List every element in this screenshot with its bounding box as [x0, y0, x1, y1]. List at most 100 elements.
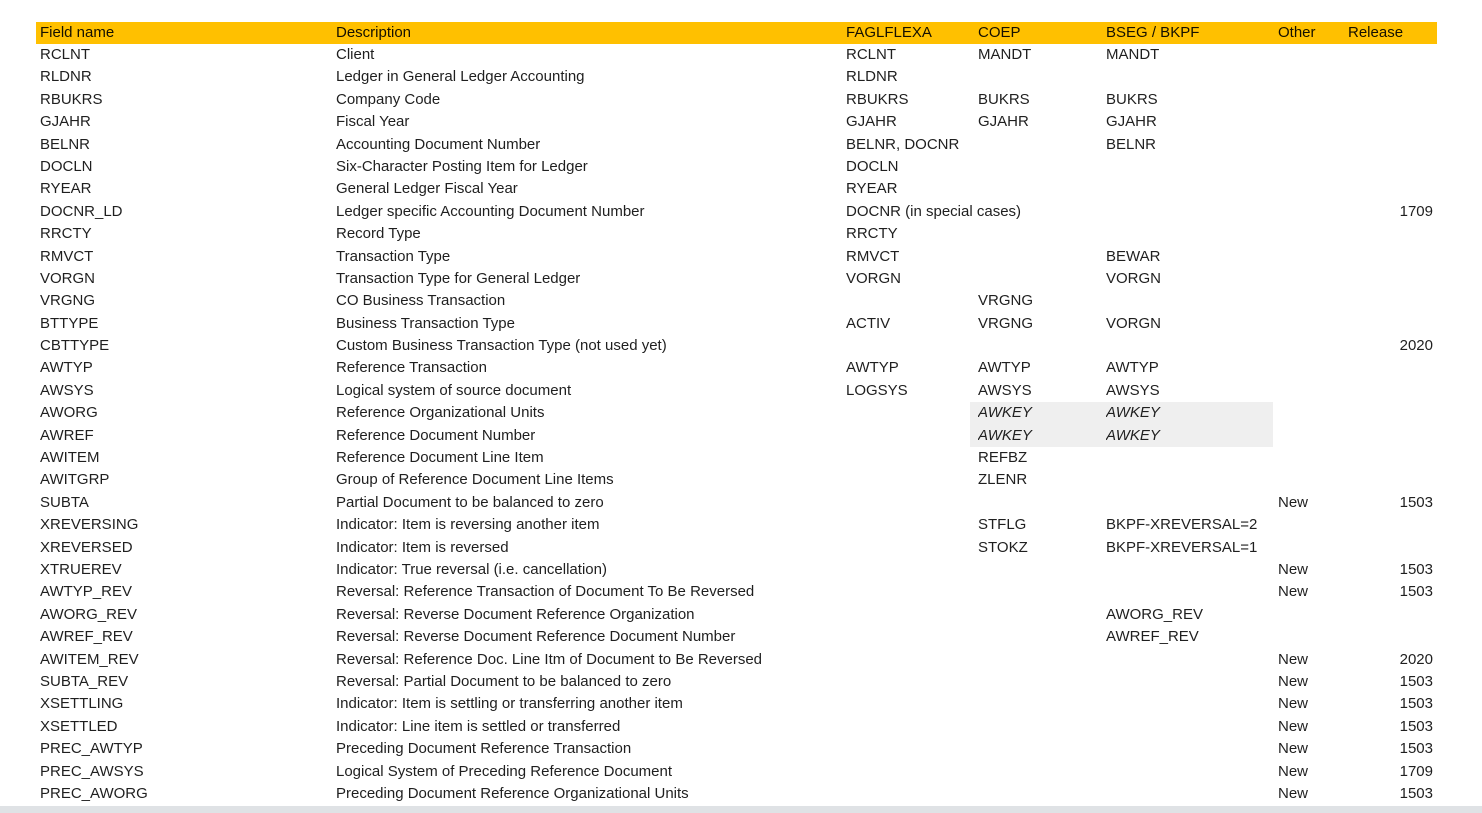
cell-other [1278, 111, 1348, 133]
cell-coep [978, 156, 1106, 178]
cell-coep [978, 223, 1106, 245]
cell-faglflexa: BELNR, DOCNR [846, 135, 960, 153]
cell-field: DOCNR_LD [40, 202, 123, 220]
cell-field: CBTTYPE [40, 337, 110, 355]
table-row: AWITGRP Group of Reference Document Line … [36, 469, 1437, 491]
column-header-description: Description [336, 24, 412, 41]
cell-release [1348, 514, 1437, 536]
cell-field: GJAHR [40, 113, 91, 131]
cell-release [1348, 268, 1437, 290]
cell-bseg [1106, 178, 1278, 200]
cell-desc: Custom Business Transaction Type (not us… [336, 337, 667, 355]
cell-coep [978, 671, 1106, 693]
cell-desc: Transaction Type for General Ledger [336, 269, 581, 287]
cell-desc: Reference Transaction [336, 359, 487, 377]
cell-coep [978, 693, 1106, 715]
cell-other [1278, 246, 1348, 268]
table-row: RMVCT Transaction Type RMVCT BEWAR [36, 246, 1437, 268]
cell-faglflexa: ACTIV [846, 314, 891, 332]
cell-faglflexa: VORGN [846, 269, 902, 287]
table-row: XTRUEREV Indicator: True reversal (i.e. c… [36, 559, 1437, 581]
cell-field: AWSYS [40, 381, 94, 399]
cell-bseg [1106, 290, 1278, 312]
cell-other [1278, 134, 1348, 156]
table-row: VRGNG CO Business Transaction VRGNG [36, 290, 1437, 312]
cell-faglflexa: DOCNR (in special cases) [846, 202, 1022, 220]
cell-release [1348, 425, 1437, 447]
cell-desc: Ledger in General Ledger Accounting [336, 68, 585, 86]
cell-bseg: VORGN [1106, 314, 1162, 332]
cell-other [1278, 469, 1348, 491]
table-row: AWREF_REV Reversal: Reverse Document Refe… [36, 626, 1437, 648]
cell-field: SUBTA_REV [40, 672, 129, 690]
cell-desc: Indicator: Item is settling or transferr… [336, 695, 683, 713]
cell-other [1278, 268, 1348, 290]
cell-bseg: AWORG_REV [1106, 605, 1203, 623]
table-row: RRCTY Record Type RRCTY [36, 223, 1437, 245]
table-row: SUBTA_REV Reversal: Partial Document to b… [36, 671, 1437, 693]
table-header-row: Field name Description FAGLFLEXA COEP BS… [36, 22, 1437, 44]
table-row: AWSYS Logical system of source document LO… [36, 380, 1437, 402]
horizontal-scrollbar-track[interactable] [0, 806, 1482, 813]
cell-other [1278, 66, 1348, 88]
cell-field: XREVERSED [40, 538, 133, 556]
cell-coep: MANDT [978, 46, 1032, 63]
table-row: AWITEM Reference Document Line Item REFBZ [36, 447, 1437, 469]
cell-faglflexa: AWTYP [846, 359, 899, 377]
cell-release [1348, 44, 1437, 66]
cell-other: New [1278, 672, 1309, 690]
cell-bseg: AWREF_REV [1106, 628, 1199, 646]
cell-release [1348, 246, 1437, 268]
cell-field: PREC_AWORG [40, 784, 148, 802]
cell-coep [978, 66, 1106, 88]
cell-coep: STOKZ [978, 538, 1028, 556]
cell-coep: AWKEY [970, 424, 1106, 448]
cell-coep [978, 626, 1106, 648]
cell-release [1348, 537, 1437, 559]
cell-release [1348, 313, 1437, 335]
table-row: BELNR Accounting Document Number BELNR, DO… [36, 134, 1437, 156]
cell-other [1278, 626, 1348, 648]
cell-faglflexa [846, 671, 978, 693]
column-header-other: Other [1278, 24, 1316, 41]
table-row: RBUKRS Company Code RBUKRS BUKRS BUKRS [36, 89, 1437, 111]
cell-other: New [1278, 740, 1309, 758]
cell-other [1278, 514, 1348, 536]
cell-release [1348, 178, 1437, 200]
cell-bseg [1106, 156, 1278, 178]
cell-desc: Partial Document to be balanced to zero [336, 493, 604, 511]
cell-faglflexa [846, 425, 978, 447]
cell-bseg [1106, 649, 1278, 671]
table-row: BTTYPE Business Transaction Type ACTIV VRGN… [36, 313, 1437, 335]
cell-field: RYEAR [40, 180, 92, 198]
cell-release: 1709 [1399, 762, 1433, 780]
table-row: DOCNR_LD Ledger specific Accounting Docum… [36, 201, 1437, 223]
cell-release [1348, 223, 1437, 245]
column-header-bseg-bkpf: BSEG / BKPF [1106, 24, 1200, 41]
cell-faglflexa [846, 761, 978, 783]
cell-release: 1503 [1399, 493, 1433, 511]
cell-coep [978, 268, 1106, 290]
cell-desc: Reversal: Partial Document to be balance… [336, 672, 672, 690]
cell-bseg [1106, 716, 1278, 738]
cell-faglflexa [846, 716, 978, 738]
cell-field: DOCLN [40, 157, 93, 175]
table-row: AWITEM_REV Reversal: Reference Doc. Line … [36, 649, 1437, 671]
cell-coep [978, 716, 1106, 738]
cell-other [1278, 380, 1348, 402]
cell-bseg: BKPF-XREVERSAL=1 [1106, 538, 1258, 556]
cell-bseg [1106, 447, 1278, 469]
cell-field: VORGN [40, 269, 96, 287]
cell-release [1348, 380, 1437, 402]
cell-other [1278, 89, 1348, 111]
table-row: RYEAR General Ledger Fiscal Year RYEAR [36, 178, 1437, 200]
cell-coep [978, 492, 1106, 514]
cell-release: 1503 [1399, 695, 1433, 713]
cell-bseg: AWKEY [1106, 402, 1278, 425]
cell-release: 2020 [1399, 337, 1433, 355]
cell-coep: STFLG [978, 516, 1027, 534]
cell-other [1278, 537, 1348, 559]
cell-field: XREVERSING [40, 516, 139, 534]
cell-bseg [1106, 581, 1278, 603]
table-row: GJAHR Fiscal Year GJAHR GJAHR GJAHR [36, 111, 1437, 133]
